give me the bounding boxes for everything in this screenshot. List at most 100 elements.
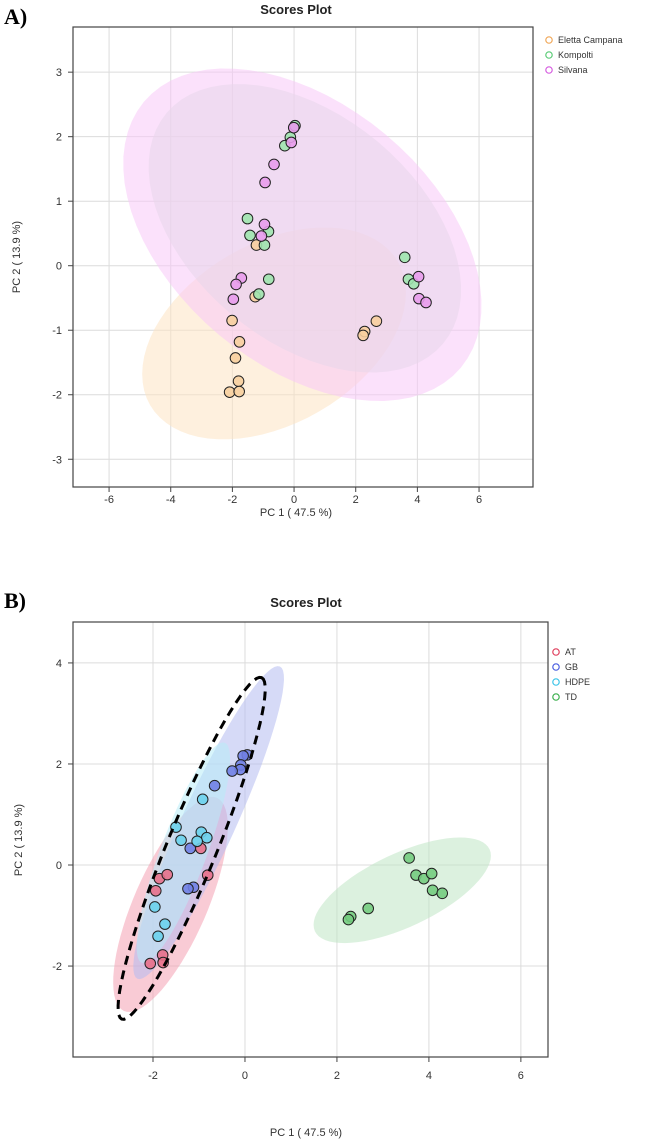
data-point-td — [342, 913, 355, 926]
data-point-eletta-campana — [226, 314, 238, 327]
data-point-td — [425, 867, 438, 880]
data-point-hdpe — [191, 835, 203, 848]
data-point-silvana — [285, 136, 298, 149]
y-tick-label: 1 — [56, 196, 62, 208]
chart-title: Scores Plot — [260, 2, 332, 17]
data-point-kompolti — [241, 212, 254, 225]
data-point-hdpe — [201, 831, 213, 844]
legend-marker-icon — [552, 678, 560, 686]
y-tick-label: 2 — [56, 759, 62, 771]
confidence-ellipse-silvana — [123, 68, 482, 401]
data-point-kompolti — [244, 229, 256, 242]
legend-label: Eletta Campana — [558, 35, 623, 45]
data-point-silvana — [258, 218, 271, 231]
x-tick-label: 2 — [334, 1070, 340, 1082]
data-point-hdpe — [152, 930, 164, 943]
data-point-at — [161, 868, 174, 881]
y-axis-label: PC 2 ( 13.9 %) — [11, 221, 23, 293]
legend-item: HDPE — [552, 677, 590, 687]
data-point-at — [144, 957, 157, 970]
legend-label: GB — [565, 662, 578, 672]
data-point-td — [362, 902, 375, 915]
data-point-eletta-campana — [223, 386, 236, 398]
y-tick-label: 3 — [56, 67, 62, 79]
legend-item: GB — [552, 662, 578, 672]
panel-label: A) — [4, 4, 27, 29]
data-point-gb — [184, 842, 197, 855]
data-point-silvana — [230, 278, 242, 291]
data-point-kompolti — [253, 288, 265, 300]
legend-label: AT — [565, 647, 576, 657]
data-point-eletta-campana — [229, 352, 242, 364]
y-axis-label: PC 2 ( 13.9 %) — [13, 804, 25, 876]
legend-marker-icon — [552, 663, 560, 671]
data-point-at — [149, 884, 162, 897]
data-point-silvana — [268, 158, 280, 171]
legend-label: HDPE — [565, 677, 590, 687]
legend-item: Eletta Campana — [545, 35, 623, 45]
legend-item: Silvana — [545, 65, 588, 75]
legend-item: AT — [552, 647, 576, 657]
x-tick-label: -6 — [104, 494, 114, 506]
confidence-ellipse-td — [313, 837, 491, 944]
data-point-eletta-campana — [370, 315, 383, 327]
legend-label: Silvana — [558, 65, 588, 75]
legend-marker-icon — [545, 51, 553, 59]
data-point-hdpe — [149, 901, 161, 913]
data-point-silvana — [412, 270, 425, 283]
legend: Eletta Campana Kompolti Silvana — [545, 35, 623, 75]
x-tick-label: -2 — [148, 1070, 158, 1082]
chart-panel-a: A) Scores Plot -6 -4 -2 0 2 4 6 -3 -2 -1 0 1 2 3 PC 1 ( … — [4, 2, 623, 519]
y-tick-label: 0 — [56, 261, 62, 273]
data-point-eletta-campana — [233, 385, 245, 398]
y-tick-label: -2 — [52, 390, 62, 402]
data-point-gb — [226, 765, 238, 777]
legend: AT GB HDPE TD — [552, 647, 590, 702]
x-axis-label: PC 1 ( 47.5 %) — [260, 507, 332, 519]
x-axis-label: PC 1 ( 47.5 %) — [270, 1127, 342, 1139]
x-tick-label: 0 — [242, 1070, 248, 1082]
plot-frame — [72, 26, 534, 488]
legend-marker-icon — [552, 648, 560, 656]
y-tick-label: 2 — [56, 132, 62, 144]
legend-marker-icon — [552, 693, 560, 701]
data-point-silvana — [259, 176, 271, 189]
data-point-hdpe — [196, 793, 209, 806]
legend-marker-icon — [545, 36, 553, 44]
data-point-td — [403, 852, 415, 864]
legend-label: Kompolti — [558, 50, 593, 60]
x-tick-label: -4 — [166, 494, 176, 506]
data-point-gb — [182, 882, 194, 895]
chart-title: Scores Plot — [270, 595, 342, 610]
y-tick-label: 0 — [56, 860, 62, 872]
x-tick-label: -2 — [228, 494, 238, 506]
data-point-eletta-campana — [357, 329, 369, 342]
x-tick-label: 4 — [426, 1070, 432, 1082]
data-point-kompolti — [398, 251, 411, 264]
data-point-eletta-campana — [232, 375, 245, 387]
legend-label: TD — [565, 692, 577, 702]
panel-label: B) — [4, 588, 26, 613]
x-tick-label: 0 — [291, 494, 297, 506]
data-point-hdpe — [159, 918, 171, 930]
legend-item: Kompolti — [545, 50, 593, 60]
plot-frame — [72, 621, 549, 1058]
y-tick-label: 4 — [56, 658, 62, 670]
data-point-silvana — [255, 230, 268, 242]
data-point-silvana — [287, 121, 300, 134]
data-point-gb — [208, 779, 221, 792]
x-tick-label: 2 — [353, 494, 359, 506]
data-point-td — [426, 884, 439, 897]
data-point-at — [201, 869, 214, 881]
legend-item: TD — [552, 692, 577, 702]
dashed-highlight-ellipse — [116, 675, 267, 1021]
y-tick-label: -1 — [52, 325, 62, 337]
x-tick-label: 6 — [518, 1070, 524, 1082]
y-tick-label: -2 — [52, 961, 62, 973]
data-point-td — [436, 887, 449, 900]
legend-marker-icon — [545, 66, 553, 74]
y-tick-label: -3 — [52, 454, 62, 466]
data-point-hdpe — [175, 834, 187, 847]
data-point-kompolti — [262, 273, 275, 286]
